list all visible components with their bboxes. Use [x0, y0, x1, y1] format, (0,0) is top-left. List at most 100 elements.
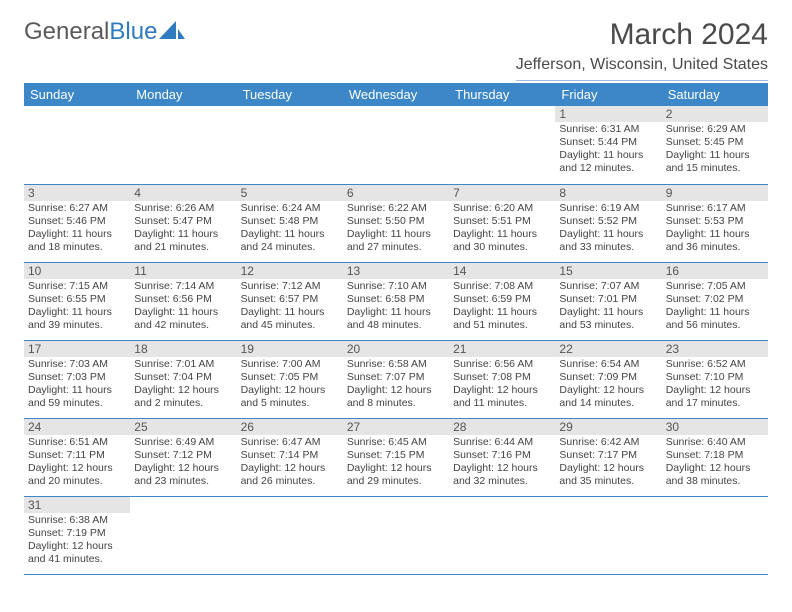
sunrise-text: Sunrise: 6:56 AM — [453, 358, 551, 371]
sunrise-text: Sunrise: 6:31 AM — [559, 123, 657, 136]
day-number: 12 — [237, 263, 343, 279]
sunrise-text: Sunrise: 6:58 AM — [347, 358, 445, 371]
sunrise-text: Sunrise: 6:44 AM — [453, 436, 551, 449]
calendar-cell: 6Sunrise: 6:22 AMSunset: 5:50 PMDaylight… — [343, 184, 449, 262]
calendar-cell-empty — [237, 496, 343, 574]
day-number: 6 — [343, 185, 449, 201]
day-number: 5 — [237, 185, 343, 201]
sunset-text: Sunset: 5:50 PM — [347, 215, 445, 228]
daylight-text: Daylight: 11 hours and 53 minutes. — [559, 306, 657, 332]
sunset-text: Sunset: 7:10 PM — [666, 371, 764, 384]
sunset-text: Sunset: 7:07 PM — [347, 371, 445, 384]
day-details: Sunrise: 6:22 AMSunset: 5:50 PMDaylight:… — [343, 201, 449, 257]
day-details: Sunrise: 6:52 AMSunset: 7:10 PMDaylight:… — [662, 357, 768, 413]
day-number: 21 — [449, 341, 555, 357]
day-number: 31 — [24, 497, 130, 513]
calendar-cell: 5Sunrise: 6:24 AMSunset: 5:48 PMDaylight… — [237, 184, 343, 262]
calendar-cell: 27Sunrise: 6:45 AMSunset: 7:15 PMDayligh… — [343, 418, 449, 496]
day-number: 19 — [237, 341, 343, 357]
calendar-cell: 7Sunrise: 6:20 AMSunset: 5:51 PMDaylight… — [449, 184, 555, 262]
sunset-text: Sunset: 7:12 PM — [134, 449, 232, 462]
sunset-text: Sunset: 7:05 PM — [241, 371, 339, 384]
sunset-text: Sunset: 5:51 PM — [453, 215, 551, 228]
sunset-text: Sunset: 5:47 PM — [134, 215, 232, 228]
sunrise-text: Sunrise: 7:12 AM — [241, 280, 339, 293]
day-details: Sunrise: 6:26 AMSunset: 5:47 PMDaylight:… — [130, 201, 236, 257]
day-details: Sunrise: 6:20 AMSunset: 5:51 PMDaylight:… — [449, 201, 555, 257]
day-details: Sunrise: 6:40 AMSunset: 7:18 PMDaylight:… — [662, 435, 768, 491]
sunrise-text: Sunrise: 6:17 AM — [666, 202, 764, 215]
daylight-text: Daylight: 11 hours and 42 minutes. — [134, 306, 232, 332]
day-number: 8 — [555, 185, 661, 201]
day-number: 23 — [662, 341, 768, 357]
sunset-text: Sunset: 7:17 PM — [559, 449, 657, 462]
day-number: 2 — [662, 106, 768, 122]
day-number: 28 — [449, 419, 555, 435]
page-header: GeneralBlue March 2024 Jefferson, Wiscon… — [24, 18, 768, 81]
daylight-text: Daylight: 11 hours and 39 minutes. — [28, 306, 126, 332]
daylight-text: Daylight: 12 hours and 35 minutes. — [559, 462, 657, 488]
calendar-cell: 24Sunrise: 6:51 AMSunset: 7:11 PMDayligh… — [24, 418, 130, 496]
sunrise-text: Sunrise: 6:42 AM — [559, 436, 657, 449]
calendar-cell-empty — [343, 106, 449, 184]
weekday-header: Friday — [555, 83, 661, 106]
calendar-cell: 29Sunrise: 6:42 AMSunset: 7:17 PMDayligh… — [555, 418, 661, 496]
calendar-cell: 19Sunrise: 7:00 AMSunset: 7:05 PMDayligh… — [237, 340, 343, 418]
calendar-table: SundayMondayTuesdayWednesdayThursdayFrid… — [24, 83, 768, 575]
calendar-cell: 16Sunrise: 7:05 AMSunset: 7:02 PMDayligh… — [662, 262, 768, 340]
sunrise-text: Sunrise: 6:26 AM — [134, 202, 232, 215]
calendar-cell-empty — [555, 496, 661, 574]
calendar-cell-empty — [449, 106, 555, 184]
daylight-text: Daylight: 12 hours and 38 minutes. — [666, 462, 764, 488]
calendar-row: 17Sunrise: 7:03 AMSunset: 7:03 PMDayligh… — [24, 340, 768, 418]
sunrise-text: Sunrise: 7:15 AM — [28, 280, 126, 293]
calendar-cell: 20Sunrise: 6:58 AMSunset: 7:07 PMDayligh… — [343, 340, 449, 418]
sunset-text: Sunset: 6:57 PM — [241, 293, 339, 306]
sunset-text: Sunset: 7:08 PM — [453, 371, 551, 384]
daylight-text: Daylight: 12 hours and 23 minutes. — [134, 462, 232, 488]
calendar-cell: 23Sunrise: 6:52 AMSunset: 7:10 PMDayligh… — [662, 340, 768, 418]
sunrise-text: Sunrise: 6:47 AM — [241, 436, 339, 449]
calendar-row: 10Sunrise: 7:15 AMSunset: 6:55 PMDayligh… — [24, 262, 768, 340]
daylight-text: Daylight: 11 hours and 18 minutes. — [28, 228, 126, 254]
weekday-header: Tuesday — [237, 83, 343, 106]
daylight-text: Daylight: 11 hours and 56 minutes. — [666, 306, 764, 332]
daylight-text: Daylight: 12 hours and 5 minutes. — [241, 384, 339, 410]
sunset-text: Sunset: 7:11 PM — [28, 449, 126, 462]
sunset-text: Sunset: 5:53 PM — [666, 215, 764, 228]
calendar-cell: 1Sunrise: 6:31 AMSunset: 5:44 PMDaylight… — [555, 106, 661, 184]
day-details: Sunrise: 7:03 AMSunset: 7:03 PMDaylight:… — [24, 357, 130, 413]
daylight-text: Daylight: 12 hours and 41 minutes. — [28, 540, 126, 566]
sunrise-text: Sunrise: 6:40 AM — [666, 436, 764, 449]
sunset-text: Sunset: 5:48 PM — [241, 215, 339, 228]
daylight-text: Daylight: 11 hours and 48 minutes. — [347, 306, 445, 332]
day-details: Sunrise: 6:38 AMSunset: 7:19 PMDaylight:… — [24, 513, 130, 569]
day-number: 14 — [449, 263, 555, 279]
calendar-cell: 25Sunrise: 6:49 AMSunset: 7:12 PMDayligh… — [130, 418, 236, 496]
sunrise-text: Sunrise: 7:08 AM — [453, 280, 551, 293]
sunset-text: Sunset: 7:04 PM — [134, 371, 232, 384]
day-details: Sunrise: 7:12 AMSunset: 6:57 PMDaylight:… — [237, 279, 343, 335]
sunrise-text: Sunrise: 6:38 AM — [28, 514, 126, 527]
calendar-cell: 18Sunrise: 7:01 AMSunset: 7:04 PMDayligh… — [130, 340, 236, 418]
day-details: Sunrise: 6:44 AMSunset: 7:16 PMDaylight:… — [449, 435, 555, 491]
calendar-cell: 22Sunrise: 6:54 AMSunset: 7:09 PMDayligh… — [555, 340, 661, 418]
day-number: 16 — [662, 263, 768, 279]
day-number: 15 — [555, 263, 661, 279]
day-number: 1 — [555, 106, 661, 122]
sunrise-text: Sunrise: 7:05 AM — [666, 280, 764, 293]
calendar-cell-empty — [237, 106, 343, 184]
day-number: 27 — [343, 419, 449, 435]
calendar-row: 24Sunrise: 6:51 AMSunset: 7:11 PMDayligh… — [24, 418, 768, 496]
calendar-cell: 26Sunrise: 6:47 AMSunset: 7:14 PMDayligh… — [237, 418, 343, 496]
weekday-header: Sunday — [24, 83, 130, 106]
sunset-text: Sunset: 7:19 PM — [28, 527, 126, 540]
weekday-header-row: SundayMondayTuesdayWednesdayThursdayFrid… — [24, 83, 768, 106]
calendar-cell: 8Sunrise: 6:19 AMSunset: 5:52 PMDaylight… — [555, 184, 661, 262]
day-number: 10 — [24, 263, 130, 279]
day-number: 29 — [555, 419, 661, 435]
calendar-cell-empty — [449, 496, 555, 574]
daylight-text: Daylight: 12 hours and 26 minutes. — [241, 462, 339, 488]
sunset-text: Sunset: 7:14 PM — [241, 449, 339, 462]
calendar-cell: 21Sunrise: 6:56 AMSunset: 7:08 PMDayligh… — [449, 340, 555, 418]
